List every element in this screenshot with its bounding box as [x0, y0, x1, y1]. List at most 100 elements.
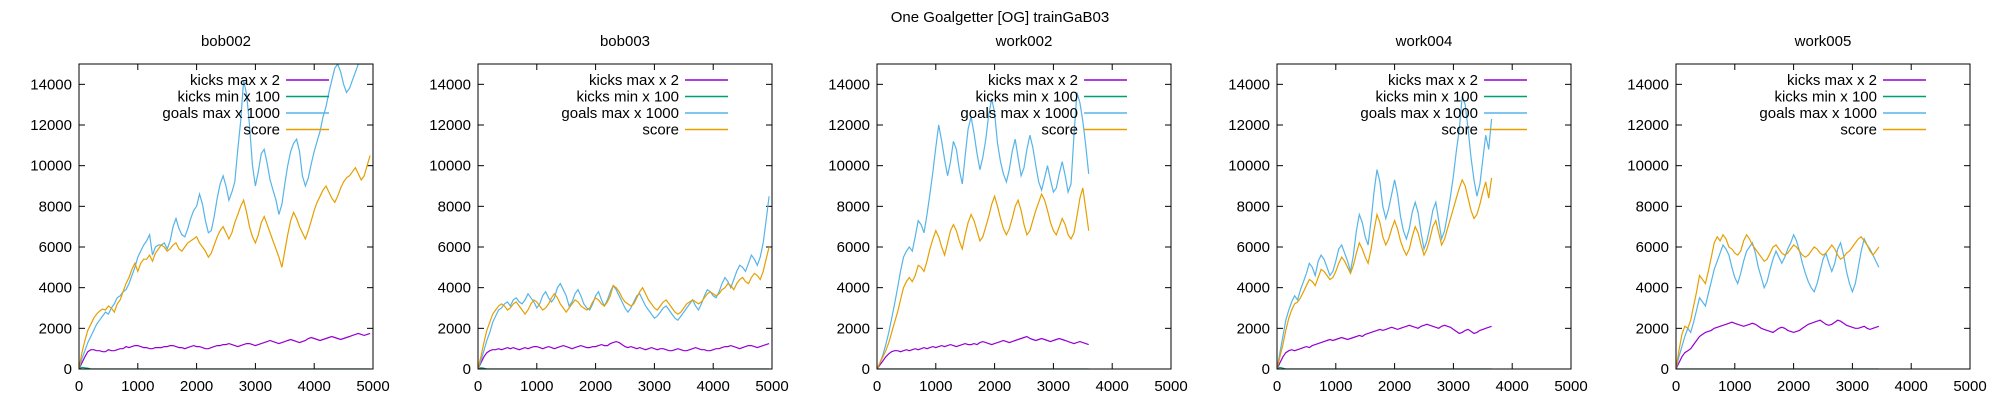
y-tick-label: 4000	[837, 280, 870, 297]
y-tick-label: 12000	[429, 117, 471, 134]
x-tick-label: 3000	[1836, 378, 1869, 395]
x-tick-label: 0	[873, 378, 881, 395]
y-tick-label: 4000	[39, 280, 72, 297]
legend-label: score	[243, 122, 280, 139]
chart-panel-3: work004 0 1000 2000 3000 4000 5000 0 2000 4000 600…	[1228, 33, 1587, 395]
y-tick-label: 6000	[438, 239, 471, 256]
legend-label: kicks min x 100	[1774, 89, 1877, 106]
figure-title: One Goalgetter [OG] trainGaB03	[891, 9, 1109, 26]
y-tick-label: 12000	[1228, 117, 1270, 134]
x-tick-label: 5000	[1953, 378, 1986, 395]
x-tick-label: 2000	[1777, 378, 1810, 395]
x-tick-label: 1000	[520, 378, 553, 395]
plot-frame	[477, 63, 773, 370]
x-tick-label: 4000	[1895, 378, 1928, 395]
y-tick-label: 2000	[837, 320, 870, 337]
y-tick-label: 10000	[1627, 158, 1669, 175]
y-tick-label: 4000	[438, 280, 471, 297]
x-tick-label: 0	[75, 378, 83, 395]
series-line-score	[478, 246, 770, 369]
legend-label: goals max x 1000	[1360, 105, 1478, 122]
x-tick-label: 3000	[1037, 378, 1070, 395]
legend-label: score	[1840, 122, 1877, 139]
y-tick-label: 12000	[1627, 117, 1669, 134]
panel-title: bob002	[201, 33, 251, 50]
panel-title: bob003	[600, 33, 650, 50]
panel-title: work005	[1794, 33, 1852, 50]
y-tick-label: 0	[1262, 361, 1270, 378]
series-line-goals-max	[1676, 233, 1880, 369]
x-tick-label: 5000	[1554, 378, 1587, 395]
x-tick-label: 2000	[978, 378, 1011, 395]
x-tick-label: 2000	[1378, 378, 1411, 395]
legend-label: goals max x 1000	[561, 105, 679, 122]
plot-frame	[876, 63, 1172, 370]
y-tick-label: 0	[862, 361, 870, 378]
legend-label: kicks max x 2	[988, 72, 1078, 89]
chart-panel-0: bob002 0 1000 2000 3000 4000 5000 0 2000 4000 6000…	[30, 33, 389, 395]
legend-label: kicks min x 100	[975, 89, 1078, 106]
series-line-score	[1277, 177, 1493, 369]
y-tick-label: 8000	[438, 198, 471, 215]
y-tick-label: 14000	[429, 76, 471, 93]
legend-label: kicks max x 2	[1388, 72, 1478, 89]
legend-label: kicks min x 100	[1375, 89, 1478, 106]
legend-label: score	[1441, 122, 1478, 139]
y-tick-label: 6000	[39, 239, 72, 256]
series-line-kicks-max	[1676, 319, 1880, 369]
y-tick-label: 14000	[828, 76, 870, 93]
x-tick-label: 4000	[298, 378, 331, 395]
legend-label: kicks max x 2	[190, 72, 280, 89]
panel-title: work004	[1395, 33, 1453, 50]
y-tick-label: 6000	[1636, 239, 1669, 256]
x-tick-label: 1000	[1718, 378, 1751, 395]
y-tick-label: 14000	[1228, 76, 1270, 93]
series-line-goals-max	[79, 64, 371, 369]
legend-label: goals max x 1000	[1759, 105, 1877, 122]
x-tick-label: 5000	[356, 378, 389, 395]
x-tick-label: 1000	[919, 378, 952, 395]
y-tick-label: 2000	[1636, 320, 1669, 337]
chart-panel-4: work005 0 1000 2000 3000 4000 5000 0 2000 4000 600…	[1627, 33, 1986, 395]
series-line-kicks-max	[478, 340, 770, 369]
y-tick-label: 10000	[828, 158, 870, 175]
y-tick-label: 6000	[837, 239, 870, 256]
x-tick-label: 2000	[180, 378, 213, 395]
series-line-goals-max	[478, 196, 770, 369]
series-line-score	[1676, 233, 1880, 369]
y-tick-label: 8000	[837, 198, 870, 215]
series-line-score	[877, 187, 1090, 369]
y-tick-label: 8000	[1636, 198, 1669, 215]
y-tick-label: 2000	[1237, 320, 1270, 337]
x-tick-label: 1000	[121, 378, 154, 395]
plot-frame	[78, 63, 374, 370]
legend-label: kicks max x 2	[589, 72, 679, 89]
legend-label: score	[1041, 122, 1078, 139]
y-tick-label: 10000	[1228, 158, 1270, 175]
legend-label: goals max x 1000	[960, 105, 1078, 122]
x-tick-label: 2000	[579, 378, 612, 395]
y-tick-label: 0	[463, 361, 471, 378]
y-tick-label: 14000	[30, 76, 72, 93]
y-tick-label: 12000	[30, 117, 72, 134]
legend-label: score	[642, 122, 679, 139]
series-line-goals-max	[1277, 96, 1493, 369]
y-tick-label: 12000	[828, 117, 870, 134]
y-tick-label: 6000	[1237, 239, 1270, 256]
legend-label: kicks min x 100	[177, 89, 280, 106]
x-tick-label: 4000	[1496, 378, 1529, 395]
y-tick-label: 8000	[39, 198, 72, 215]
x-tick-label: 5000	[755, 378, 788, 395]
y-tick-label: 10000	[429, 158, 471, 175]
panel-title: work002	[995, 33, 1053, 50]
series-line-goals-max	[877, 92, 1090, 369]
y-tick-label: 2000	[438, 320, 471, 337]
panels-container: bob002 0 1000 2000 3000 4000 5000 0 2000 4000 6000…	[30, 33, 1986, 395]
y-tick-label: 4000	[1636, 280, 1669, 297]
series-line-score	[79, 155, 371, 369]
plot-frame	[1675, 63, 1971, 370]
x-tick-label: 4000	[697, 378, 730, 395]
series-line-kicks-max	[79, 332, 371, 369]
plot-frame	[1276, 63, 1572, 370]
